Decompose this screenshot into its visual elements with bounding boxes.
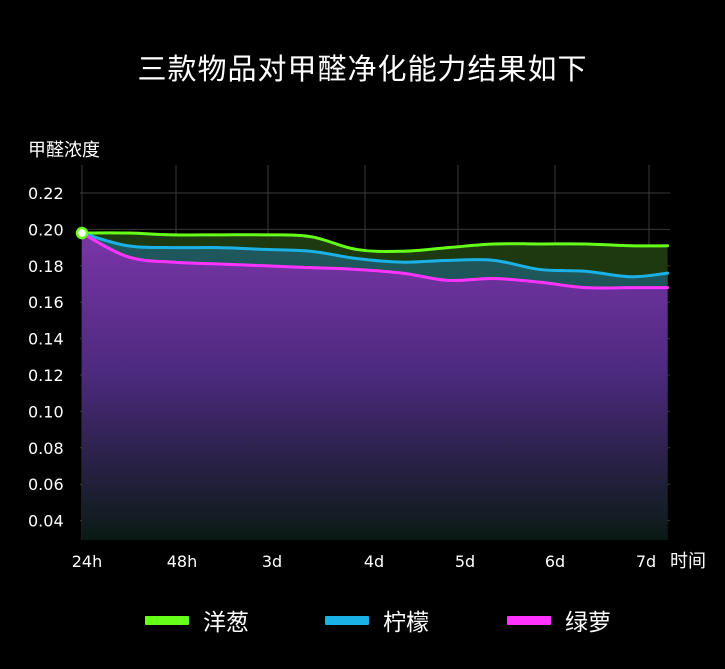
legend: 洋葱 柠檬 绿萝 [0, 600, 725, 640]
legend-item-lemon[interactable]: 柠檬 [325, 600, 429, 640]
series-line-onion [80, 231, 670, 253]
y-tick-label: 0.22 [28, 184, 64, 203]
series-lines [80, 231, 670, 290]
legend-label-lemon: 柠檬 [383, 610, 429, 636]
chart-title: 三款物品对甲醛净化能力结果如下 [137, 52, 588, 86]
y-tick-label: 0.08 [28, 439, 64, 458]
x-tick-label: 4d [364, 552, 384, 571]
chart-area: 0.22 0.20 0.18 0.16 0.14 0.12 0.10 0.08 0.06 0.04… [28, 140, 706, 572]
start-point-marker [75, 226, 89, 240]
series-line-lemon [80, 231, 670, 279]
legend-label-onion: 洋葱 [203, 610, 249, 636]
x-tick-label: 6d [545, 552, 565, 571]
x-axis-label: 时间 [670, 551, 706, 572]
legend-swatch-lemon [325, 615, 369, 625]
x-tick-label: 24h [72, 552, 103, 571]
y-axis-label: 甲醛浓度 [28, 140, 100, 161]
x-tick-label: 3d [262, 552, 282, 571]
y-tick-label: 0.20 [28, 220, 64, 239]
series-areas [82, 232, 668, 541]
y-tick-labels: 0.22 0.20 0.18 0.16 0.14 0.12 0.10 0.08 0.06 0.04 [28, 184, 64, 531]
series-line-pothos [80, 231, 670, 290]
x-tick-label: 7d [636, 552, 656, 571]
y-tick-label: 0.14 [28, 330, 64, 349]
y-tick-label: 0.06 [28, 475, 64, 494]
x-tick-label: 5d [455, 552, 475, 571]
legend-swatch-pothos [507, 615, 551, 625]
y-tick-label: 0.12 [28, 366, 64, 385]
y-tick-label: 0.10 [28, 402, 64, 421]
x-tick-label: 48h [167, 552, 198, 571]
legend-item-pothos[interactable]: 绿萝 [507, 600, 611, 640]
x-tick-labels: 24h 48h 3d 4d 5d 6d 7d [72, 552, 656, 571]
legend-item-onion[interactable]: 洋葱 [145, 600, 249, 640]
series-area-pothos [82, 233, 668, 541]
y-tick-label: 0.04 [28, 512, 64, 531]
legend-label-pothos: 绿萝 [565, 610, 611, 636]
legend-swatch-onion [145, 615, 189, 625]
y-tick-label: 0.18 [28, 257, 64, 276]
y-tick-label: 0.16 [28, 293, 64, 312]
